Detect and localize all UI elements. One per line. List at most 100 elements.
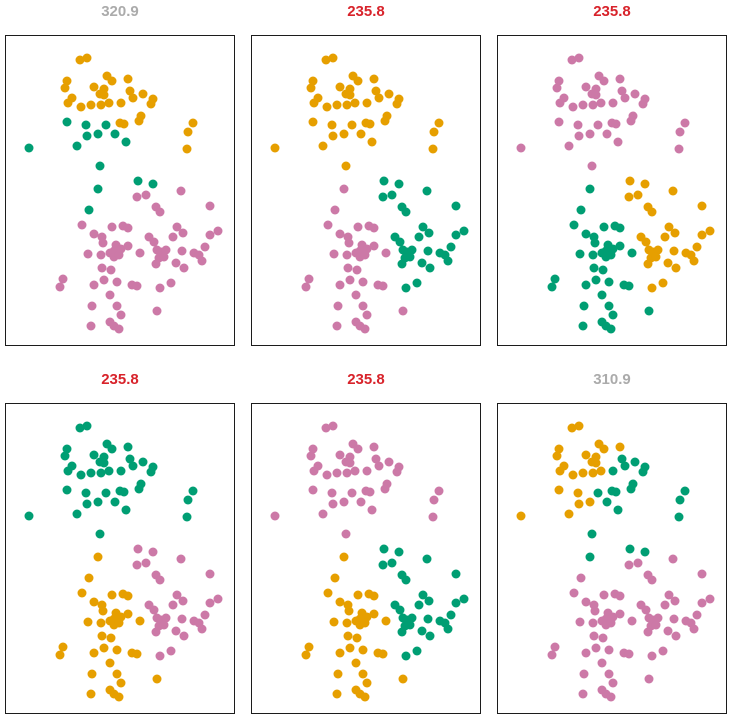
data-point <box>343 263 353 273</box>
data-point <box>581 648 591 658</box>
data-point <box>98 238 108 248</box>
data-point <box>87 669 97 679</box>
data-point <box>58 642 68 652</box>
data-point <box>581 280 591 290</box>
data-point <box>646 253 656 263</box>
data-point <box>689 256 699 266</box>
data-point <box>127 648 137 658</box>
data-point <box>96 618 106 628</box>
data-point <box>686 618 696 628</box>
data-point <box>353 222 363 232</box>
data-point <box>106 265 116 275</box>
data-point <box>593 120 603 130</box>
data-point <box>133 544 143 554</box>
data-point <box>146 467 156 477</box>
data-point <box>604 645 614 655</box>
data-point <box>343 232 353 242</box>
data-point <box>309 466 319 476</box>
data-point <box>161 613 171 623</box>
data-point <box>81 120 91 130</box>
data-point <box>585 129 595 139</box>
data-point <box>123 223 133 233</box>
data-point <box>604 669 614 679</box>
data-point <box>362 98 372 108</box>
data-point <box>144 600 154 610</box>
data-point <box>308 444 318 454</box>
data-point <box>176 186 186 196</box>
data-point <box>686 250 696 260</box>
data-point <box>601 689 611 699</box>
data-point <box>365 487 375 497</box>
data-point <box>197 624 207 634</box>
data-point <box>640 94 650 104</box>
data-point <box>87 301 97 311</box>
data-point <box>360 692 370 702</box>
data-point <box>24 511 34 521</box>
panel-6-plot <box>497 403 727 714</box>
data-point <box>86 689 96 699</box>
data-point <box>301 282 311 292</box>
data-point <box>599 444 609 454</box>
data-point <box>692 610 702 620</box>
data-point <box>109 689 119 699</box>
data-point <box>429 127 439 137</box>
data-point <box>136 111 146 121</box>
data-point <box>330 573 340 583</box>
data-point <box>67 93 77 103</box>
data-point <box>668 554 678 564</box>
data-point <box>568 470 578 480</box>
data-point <box>345 90 355 100</box>
data-point <box>647 283 657 293</box>
data-point <box>151 627 161 637</box>
data-point <box>552 451 562 461</box>
data-point <box>591 452 601 462</box>
data-point <box>168 232 178 242</box>
data-point <box>132 649 142 659</box>
data-point <box>152 674 162 684</box>
data-point <box>350 466 360 476</box>
data-point <box>516 511 526 521</box>
data-point <box>343 600 353 610</box>
data-point <box>643 202 653 212</box>
data-point <box>123 591 133 601</box>
data-point <box>573 120 583 130</box>
data-point <box>615 609 625 619</box>
data-point <box>342 100 352 110</box>
data-point <box>599 222 609 232</box>
data-point <box>647 207 657 217</box>
data-point <box>626 116 636 126</box>
data-point <box>589 263 599 273</box>
data-point <box>339 184 349 194</box>
data-point <box>641 237 651 247</box>
data-point <box>97 631 107 641</box>
data-point <box>564 141 574 151</box>
data-point <box>422 554 432 564</box>
data-point <box>121 137 131 147</box>
panel-3-title: 235.8 <box>593 3 631 20</box>
data-point <box>407 613 417 623</box>
data-point <box>335 82 345 92</box>
data-point <box>574 53 584 63</box>
data-point <box>663 626 672 636</box>
data-point <box>554 117 564 127</box>
data-point <box>636 600 646 610</box>
data-point <box>590 238 600 248</box>
data-point <box>362 466 372 476</box>
data-point <box>154 253 164 263</box>
data-point <box>402 247 412 257</box>
data-point <box>148 462 158 472</box>
data-point <box>348 439 358 449</box>
data-point <box>651 620 661 630</box>
data-point <box>182 144 192 154</box>
data-point <box>459 594 469 604</box>
data-point <box>155 283 165 293</box>
data-point <box>362 612 372 622</box>
data-point <box>591 643 601 653</box>
data-point <box>333 669 343 679</box>
data-point <box>177 614 187 624</box>
data-point <box>351 658 361 668</box>
data-point <box>598 633 608 643</box>
data-point <box>401 575 411 585</box>
data-point <box>398 306 408 316</box>
data-point <box>405 620 415 630</box>
